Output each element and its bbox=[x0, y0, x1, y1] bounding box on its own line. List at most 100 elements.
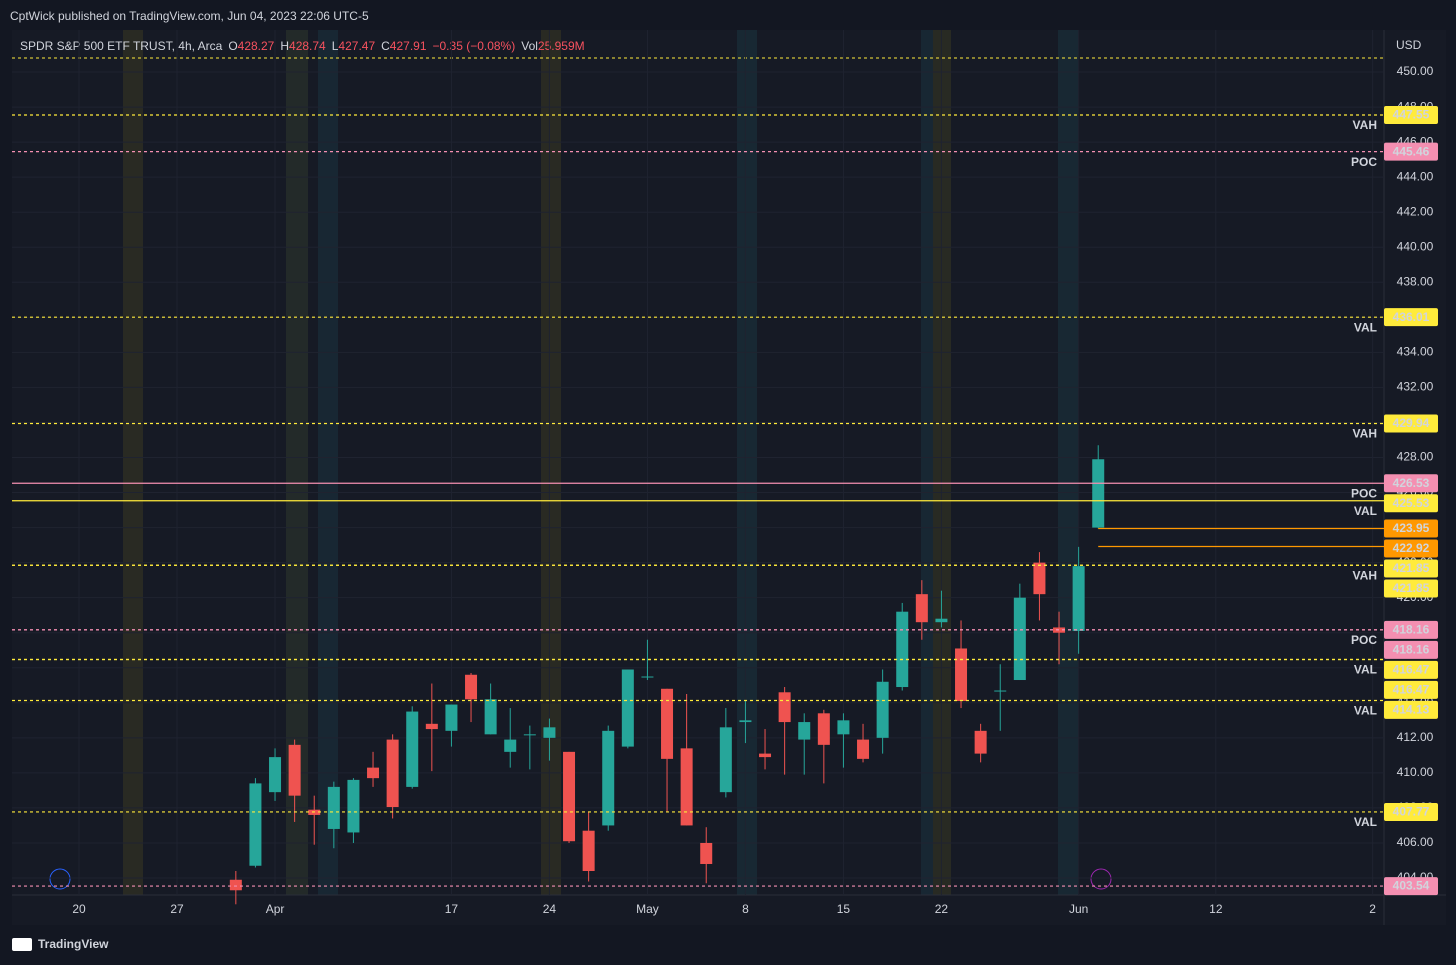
event-marker[interactable] bbox=[1090, 868, 1112, 890]
candle-body bbox=[896, 611, 909, 688]
high: 428.74 bbox=[289, 39, 326, 53]
price-box-label: 418.16 bbox=[1393, 623, 1430, 637]
level-tag: VAL bbox=[1354, 704, 1377, 718]
price-box-label: 425.53 bbox=[1393, 496, 1430, 510]
price-box-label: 414.13 bbox=[1393, 703, 1430, 717]
candle-body bbox=[288, 744, 301, 796]
x-tick-label: 8 bbox=[742, 902, 749, 916]
currency: USD bbox=[1396, 38, 1422, 52]
band bbox=[933, 30, 951, 895]
candle-body bbox=[621, 669, 634, 747]
candle-body bbox=[778, 692, 791, 723]
candle-body bbox=[739, 720, 752, 723]
candle-body bbox=[1033, 562, 1046, 595]
price-box bbox=[1384, 660, 1438, 679]
price-box-label: 421.85 bbox=[1393, 581, 1430, 595]
brand: TradingView bbox=[38, 937, 109, 951]
y-tick-label: 450.00 bbox=[1397, 64, 1434, 78]
candle-body bbox=[719, 727, 732, 793]
x-tick-label: 2 bbox=[1369, 902, 1376, 916]
candle-body bbox=[602, 730, 615, 826]
candle-body bbox=[641, 676, 654, 678]
candle-body bbox=[857, 739, 870, 759]
y-tick-label: 428.00 bbox=[1397, 450, 1434, 464]
x-tick-label: Jun bbox=[1069, 902, 1088, 916]
candle-body bbox=[484, 699, 497, 735]
price-box-label: 407.77 bbox=[1393, 805, 1430, 819]
price-box bbox=[1384, 680, 1438, 699]
price-box bbox=[1384, 105, 1438, 124]
dividend-marker[interactable] bbox=[49, 868, 71, 890]
candle-body bbox=[347, 779, 360, 833]
x-tick-label: 17 bbox=[445, 902, 459, 916]
x-tick-label: 20 bbox=[72, 902, 86, 916]
band bbox=[541, 30, 561, 895]
price-box-label: 403.54 bbox=[1393, 879, 1430, 893]
band bbox=[318, 30, 338, 895]
level-tag: VAL bbox=[1354, 663, 1377, 677]
price-box-label: 426.53 bbox=[1393, 476, 1430, 490]
candle-body bbox=[327, 786, 340, 829]
candle-body bbox=[229, 879, 242, 891]
price-box-label: 416.47 bbox=[1393, 663, 1430, 677]
candle-body bbox=[1013, 597, 1026, 681]
open: 428.27 bbox=[238, 39, 275, 53]
y-tick-label: 440.00 bbox=[1397, 239, 1434, 253]
candle-body bbox=[523, 734, 536, 736]
h-label: H bbox=[280, 39, 289, 53]
band bbox=[737, 30, 757, 895]
candle-body bbox=[582, 830, 595, 871]
legend: SPDR S&P 500 ETF TRUST, 4h, Arca O428.27 H… bbox=[20, 39, 585, 53]
price-box-label: 445.46 bbox=[1393, 144, 1430, 158]
level-tag: VAL bbox=[1354, 815, 1377, 829]
candle-body bbox=[1092, 459, 1105, 528]
x-tick-label: May bbox=[636, 902, 659, 916]
price-box-label: 436.01 bbox=[1393, 310, 1430, 324]
volume: 25.959M bbox=[538, 39, 585, 53]
candle-body bbox=[700, 842, 713, 864]
y-tick-label: 410.00 bbox=[1397, 765, 1434, 779]
candle-body bbox=[563, 751, 576, 842]
band bbox=[123, 30, 143, 895]
candle-body bbox=[759, 753, 772, 758]
band bbox=[286, 30, 308, 895]
price-box bbox=[1384, 620, 1438, 639]
footer bbox=[0, 925, 1456, 965]
price-box-label: 416.47 bbox=[1393, 683, 1430, 697]
y-tick-label: 412.00 bbox=[1397, 730, 1434, 744]
change: −0.35 (−0.08%) bbox=[433, 39, 516, 53]
price-box bbox=[1384, 519, 1438, 538]
price-box bbox=[1384, 308, 1438, 327]
candle-body bbox=[367, 767, 380, 779]
x-tick-label: 15 bbox=[837, 902, 851, 916]
close: 427.91 bbox=[390, 39, 427, 53]
candle-body bbox=[406, 711, 419, 787]
candle-body bbox=[661, 688, 674, 759]
level-tag: VAH bbox=[1353, 118, 1377, 132]
l-label: L bbox=[332, 39, 339, 53]
candle-body bbox=[915, 594, 928, 623]
candle-body bbox=[955, 648, 968, 702]
y-tick-label: 406.00 bbox=[1397, 835, 1434, 849]
price-box bbox=[1384, 802, 1438, 821]
c-label: C bbox=[381, 39, 390, 53]
candle-body bbox=[425, 723, 438, 730]
symbol: SPDR S&P 500 ETF TRUST, 4h, Arca bbox=[20, 39, 223, 53]
candle-body bbox=[994, 690, 1007, 692]
plot: 404.00406.00408.00410.00412.00414.00416.… bbox=[12, 30, 1438, 916]
level-tag: VAH bbox=[1353, 568, 1377, 582]
logo bbox=[12, 938, 32, 951]
candle-body bbox=[249, 783, 262, 866]
price-box bbox=[1384, 559, 1438, 578]
session-bands bbox=[123, 30, 1078, 895]
candle-body bbox=[974, 730, 987, 754]
candle-body bbox=[465, 674, 478, 700]
price-box bbox=[1384, 142, 1438, 161]
candle-body bbox=[680, 748, 693, 826]
price-box bbox=[1384, 474, 1438, 493]
y-tick-label: 442.00 bbox=[1397, 204, 1434, 218]
price-box bbox=[1384, 414, 1438, 433]
candle-body bbox=[837, 720, 850, 735]
price-box-label: 422.92 bbox=[1393, 541, 1430, 555]
